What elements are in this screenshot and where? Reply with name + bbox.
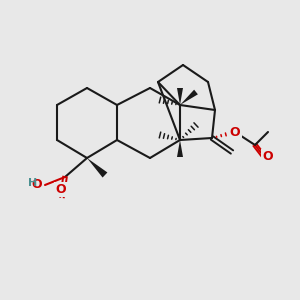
Polygon shape	[177, 88, 183, 105]
Polygon shape	[87, 158, 107, 178]
Text: O: O	[32, 178, 42, 191]
Text: H: H	[28, 178, 38, 188]
Polygon shape	[180, 90, 198, 105]
Text: O: O	[263, 151, 273, 164]
Text: O: O	[56, 183, 66, 196]
Text: O: O	[230, 125, 240, 139]
Polygon shape	[177, 140, 183, 157]
